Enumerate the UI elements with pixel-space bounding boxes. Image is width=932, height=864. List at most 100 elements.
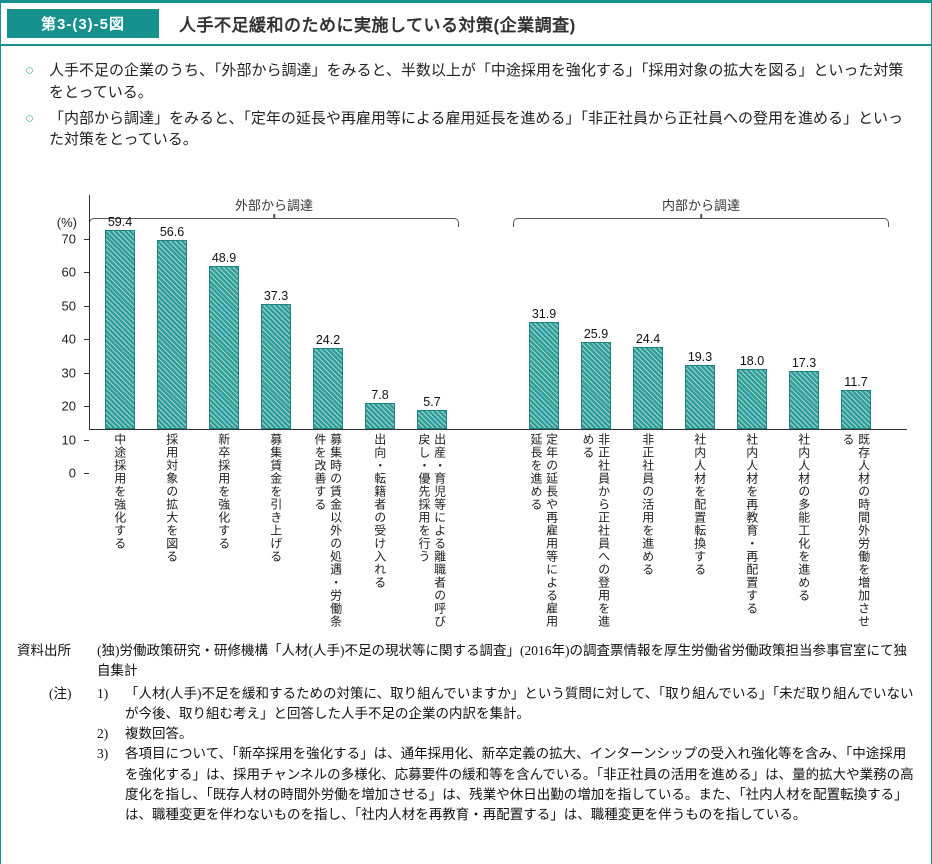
- bar-value-label: 59.4: [107, 215, 133, 230]
- bar: [581, 342, 611, 429]
- category-label: 非正社員の活用を進める: [640, 433, 655, 576]
- note-number: 2): [97, 726, 109, 741]
- bar: [417, 409, 447, 429]
- category-label-group-external: 中途採用を強化する 採用対象の拡大を図る 新卒採用を強化する 募集賃金を引き上げる 募集…: [93, 433, 457, 631]
- note-item-2: 2) 複数回答。: [97, 724, 917, 744]
- category-label: 社内人材を配置転換する: [692, 433, 707, 576]
- note-number: 3): [97, 746, 109, 762]
- plot-area: 59.4 56.6 48.9 37.3 24.2 7.8 5.7 31.9 25.9 24.4 19…: [89, 195, 907, 430]
- y-tick-label: 70: [61, 231, 76, 247]
- bar: [313, 348, 343, 429]
- category-label: 定年の延長や再雇用等による雇用延長を進める: [529, 433, 559, 628]
- bar-chart: 外部から調達 内部から調達 (%) 0 10 20 30 40 50 60 70 59.4 56…: [1, 195, 931, 631]
- bar-slot: 31.9: [518, 195, 570, 429]
- category-label-slot: 中途採用を強化する: [93, 433, 145, 631]
- category-label: 出産・育児等による離職者の呼び戻し・優先採用を行う: [417, 433, 447, 628]
- category-label: 募集賃金を引き上げる: [268, 433, 283, 563]
- bar: [529, 322, 559, 429]
- bar-value-label: 48.9: [211, 250, 237, 265]
- y-tick-label: 40: [61, 331, 76, 347]
- note-text: 複数回答。: [125, 726, 193, 741]
- y-tick-mark: [84, 339, 89, 341]
- note-text: 「人材(人手)不足を緩和するための対策に、取り組んでいますか」という質問に対して…: [125, 685, 914, 721]
- source-and-notes: 資料出所 (独)労働政策研究・研修機構「人材(人手)不足の現状等に関する調査」(…: [17, 641, 917, 825]
- header-divider: [1, 44, 931, 46]
- category-label-slot: 募集賃金を引き上げる: [249, 433, 301, 631]
- figure-header: 第3-(3)-5図 人手不足緩和のために実施している対策(企業調査): [7, 9, 931, 38]
- note-list: 1) 「人材(人手)不足を緩和するための対策に、取り組んでいますか」という質問に…: [97, 684, 917, 826]
- category-label: 社内人材の多能工化を進める: [796, 433, 811, 602]
- bar-value-label: 25.9: [583, 327, 609, 342]
- y-tick-mark: [84, 272, 89, 274]
- summary-bullets: ○ 人手不足の企業のうち、「外部から調達」をみると、半数以上が「中途採用を強化す…: [25, 60, 905, 151]
- bar: [737, 368, 767, 429]
- category-label-slot: 非正社員の活用を進める: [621, 433, 673, 631]
- category-label: 社内人材を再教育・再配置する: [744, 433, 759, 615]
- bar-slot: 56.6: [146, 195, 198, 429]
- figure-number-badge: 第3-(3)-5図: [7, 9, 159, 38]
- bar-value-label: 18.0: [739, 353, 765, 368]
- category-label: 中途採用を強化する: [112, 433, 127, 550]
- category-label: 非正社員から正社員への登用を進める: [581, 433, 611, 628]
- y-tick-label: 30: [61, 365, 76, 381]
- bar: [685, 364, 715, 429]
- category-label-slot: 社内人材を配置転換する: [673, 433, 725, 631]
- y-tick-mark: [84, 372, 89, 374]
- summary-bullet-text: 「内部から調達」をみると、「定年の延長や再雇用等による雇用延長を進める」「非正社…: [49, 109, 903, 149]
- bar-slot: 24.2: [302, 195, 354, 429]
- category-label-slot: 社内人材の多能工化を進める: [777, 433, 829, 631]
- bar-value-label: 17.3: [791, 356, 817, 371]
- summary-bullet-2: ○ 「内部から調達」をみると、「定年の延長や再雇用等による雇用延長を進める」「非…: [25, 108, 905, 152]
- bar-slot: 18.0: [726, 195, 778, 429]
- bar: [209, 265, 239, 429]
- category-label-slot: 定年の延長や再雇用等による雇用延長を進める: [517, 433, 569, 631]
- category-label-group-internal: 定年の延長や再雇用等による雇用延長を進める 非正社員から正社員への登用を進める 非正…: [517, 433, 881, 631]
- bar-slot: 7.8: [354, 195, 406, 429]
- bar-slot: 59.4: [94, 195, 146, 429]
- bar-group-internal: 31.9 25.9 24.4 19.3 18.0 17.3 11.7: [518, 195, 882, 429]
- bar-value-label: 56.6: [159, 224, 185, 239]
- figure-title: 人手不足緩和のために実施している対策(企業調査): [179, 16, 576, 35]
- source-label: 資料出所: [17, 643, 71, 658]
- category-label-slot: 募集時の賃金以外の処遇・労働条件を改善する: [301, 433, 353, 631]
- group-braces: 外部から調達 内部から調達: [1, 195, 931, 237]
- bar-slot: 19.3: [674, 195, 726, 429]
- bar: [633, 347, 663, 429]
- y-tick-label: 50: [61, 298, 76, 314]
- bar-slot: 25.9: [570, 195, 622, 429]
- y-tick-label: 0: [68, 465, 76, 481]
- bar: [105, 230, 135, 429]
- bar-value-label: 5.7: [423, 394, 441, 409]
- bar-value-label: 37.3: [263, 289, 289, 304]
- x-axis-category-labels: 中途採用を強化する 採用対象の拡大を図る 新卒採用を強化する 募集賃金を引き上げる 募集…: [89, 433, 931, 631]
- bar: [365, 402, 395, 429]
- bar-slot: 48.9: [198, 195, 250, 429]
- category-label: 採用対象の拡大を図る: [164, 433, 179, 563]
- bar-value-label: 24.2: [315, 333, 341, 348]
- category-label: 出向・転籍者の受け入れる: [372, 433, 387, 589]
- brace-line: [513, 218, 889, 227]
- note-item-1: 1) 「人材(人手)不足を緩和するための対策に、取り組んでいますか」という質問に…: [97, 684, 917, 725]
- category-label-slot: 社内人材を再教育・再配置する: [725, 433, 777, 631]
- y-axis: (%) 0 10 20 30 40 50 60 70: [1, 215, 89, 481]
- bar-slot: 17.3: [778, 195, 830, 429]
- bar-slot: 11.7: [830, 195, 882, 429]
- category-label-slot: 既存人材の時間外労働を増加させる: [829, 433, 881, 631]
- source-row: 資料出所 (独)労働政策研究・研修機構「人材(人手)不足の現状等に関する調査」(…: [17, 641, 917, 682]
- bar: [157, 239, 187, 429]
- bar-slot: 5.7: [406, 195, 458, 429]
- bar-value-label: 11.7: [844, 374, 868, 389]
- bar: [261, 304, 291, 429]
- circle-bullet-icon: ○: [25, 109, 35, 127]
- y-tick-mark: [84, 473, 89, 474]
- y-tick-mark: [84, 439, 89, 441]
- group-label-external: 外部から調達: [234, 198, 313, 213]
- notes-row: (注) 1) 「人材(人手)不足を緩和するための対策に、取り組んでいますか」とい…: [17, 684, 917, 826]
- y-tick-label: 60: [61, 264, 76, 280]
- source-text: (独)労働政策研究・研修機構「人材(人手)不足の現状等に関する調査」(2016年…: [97, 643, 907, 679]
- brace-internal-group: 内部から調達: [513, 195, 889, 227]
- y-tick-mark: [84, 406, 89, 408]
- category-label: 募集時の賃金以外の処遇・労働条件を改善する: [313, 433, 343, 628]
- note-text: 各項目について、「新卒採用を強化する」は、通年採用化、新卒定義の拡大、インターン…: [125, 746, 914, 822]
- bar-slot: 24.4: [622, 195, 674, 429]
